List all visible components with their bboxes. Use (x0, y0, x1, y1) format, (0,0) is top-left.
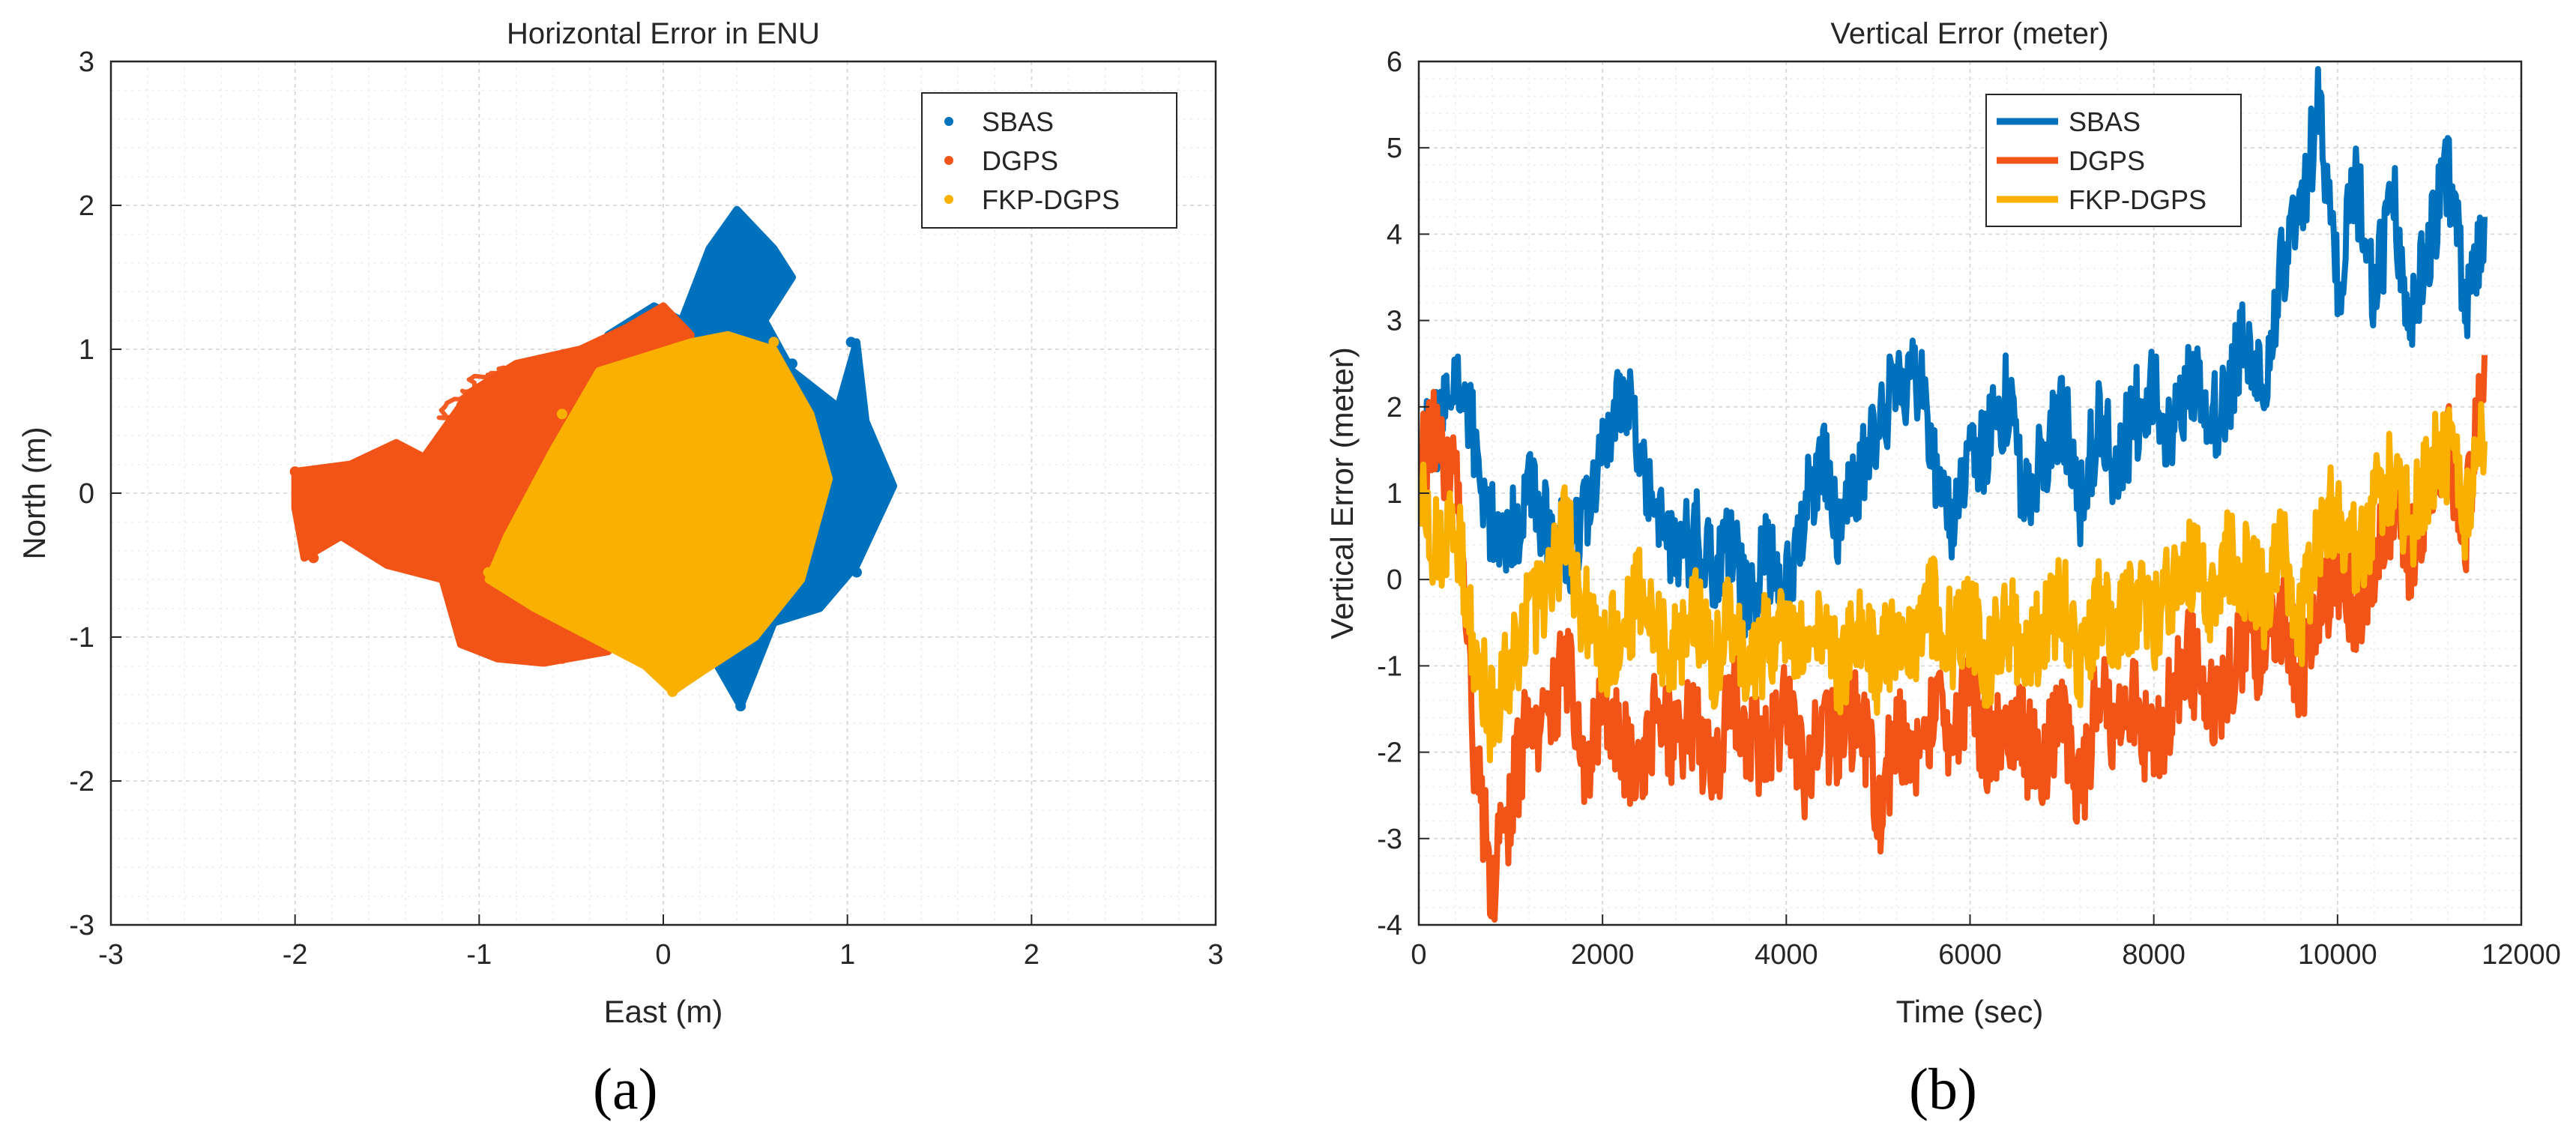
legend-box (921, 92, 1177, 229)
legend-marker (944, 195, 953, 204)
data-point (786, 358, 797, 370)
x-tick-label: -3 (98, 939, 124, 971)
y-axis-label: Vertical Error (meter) (1324, 347, 1360, 639)
scatter-data (289, 205, 898, 712)
data-point (845, 337, 857, 348)
legend-label: FKP-DGPS (982, 184, 1120, 215)
cloud-outline (484, 331, 833, 696)
caption-b: (b) (1909, 1056, 1977, 1121)
y-tick-label: 0 (1387, 564, 1402, 596)
data-point (455, 444, 466, 456)
legend-label: SBAS (2069, 106, 2141, 137)
legend-label: FKP-DGPS (2069, 184, 2207, 215)
x-axis-label: Time (sec) (1896, 994, 2044, 1029)
x-tick-label: 10000 (2298, 939, 2377, 971)
y-tick-label: 1 (1387, 478, 1402, 510)
chart-title: Horizontal Error in ENU (507, 17, 820, 50)
series-line-dgps (1419, 355, 2488, 923)
y-tick-label: -3 (69, 910, 94, 941)
data-point (814, 488, 825, 498)
x-tick-label: -1 (466, 939, 492, 971)
x-tick-label: 0 (655, 939, 671, 971)
data-point (851, 567, 862, 578)
series-line-sbas (1419, 66, 2488, 639)
legend-label: DGPS (982, 145, 1058, 176)
y-tick-label: -3 (1377, 824, 1402, 855)
y-tick-label: 0 (79, 478, 94, 510)
legend-label: DGPS (2069, 145, 2145, 176)
vertical-error-chart: 0 2000 4000 6000 8000 10000 12000 -4 -3 -2 -1 0 1 2 3 4… (1324, 17, 2561, 1029)
legend-label: SBAS (982, 106, 1054, 137)
x-tick-label: 8000 (2122, 939, 2186, 971)
legend: SBAS DGPS FKP-DGPS (1985, 94, 2242, 227)
series-fkp-dgps (483, 331, 833, 697)
x-tick-label: 4000 (1755, 939, 1818, 971)
y-tick-label: 2 (79, 190, 94, 222)
y-axis-label: North (m) (16, 426, 52, 559)
data-point (713, 646, 724, 657)
y-tick-label: 5 (1387, 133, 1402, 164)
legend-marker (944, 156, 953, 165)
horizontal-error-chart: -3 -2 -1 0 1 2 3 -3 -2 -1 0 1 2 3 Horizontal Error in… (16, 17, 1224, 1029)
trajectory (578, 419, 776, 594)
data-point (409, 488, 420, 498)
x-tick-label: 0 (1411, 939, 1426, 971)
y-tick-label: 3 (79, 46, 94, 78)
y-tick-label: -1 (69, 622, 94, 654)
y-tick-label: 2 (1387, 392, 1402, 423)
y-tick-label: -2 (69, 766, 94, 797)
y-tick-label: 6 (1387, 46, 1402, 78)
caption-a: (a) (593, 1056, 658, 1121)
data-point (483, 567, 494, 578)
tick-labels: -3 -2 -1 0 1 2 3 -3 -2 -1 0 1 2 3 (69, 46, 1223, 971)
x-tick-label: 1 (839, 939, 855, 971)
x-tick-label: 12000 (2482, 939, 2561, 971)
x-tick-label: -2 (283, 939, 308, 971)
data-point (732, 207, 743, 218)
data-point (289, 466, 301, 477)
y-tick-label: 1 (79, 334, 94, 366)
x-tick-label: 2000 (1571, 939, 1635, 971)
data-point (768, 337, 779, 348)
tick-labels: 0 2000 4000 6000 8000 10000 12000 -4 -3 -2 -1 0 1 2 3 4… (1377, 46, 2561, 971)
plot-area (289, 205, 898, 712)
data-point (809, 588, 820, 600)
y-tick-label: -2 (1377, 738, 1402, 769)
legend-marker (944, 117, 953, 126)
x-tick-label: 2 (1024, 939, 1040, 971)
data-point (735, 701, 746, 712)
y-tick-label: 4 (1387, 219, 1402, 250)
y-tick-label: -4 (1377, 910, 1402, 941)
legend: SBAS DGPS FKP-DGPS (921, 92, 1177, 229)
data-point (556, 653, 567, 664)
data-point (556, 408, 567, 420)
x-tick-label: 3 (1207, 939, 1223, 971)
y-tick-label: -1 (1377, 651, 1402, 682)
chart-title: Vertical Error (meter) (1830, 17, 2108, 50)
data-point (667, 686, 678, 697)
data-point (603, 344, 614, 355)
data-point (768, 265, 779, 276)
data-point (308, 552, 319, 564)
data-point (363, 502, 374, 513)
x-axis-label: East (m) (604, 994, 723, 1029)
x-tick-label: 6000 (1938, 939, 2002, 971)
data-point (878, 480, 890, 492)
y-tick-label: 3 (1387, 306, 1402, 337)
series-line-fkp-dgps (1419, 401, 2488, 764)
data-point (474, 639, 485, 650)
data-point (658, 308, 669, 319)
line-data (1419, 66, 2488, 923)
